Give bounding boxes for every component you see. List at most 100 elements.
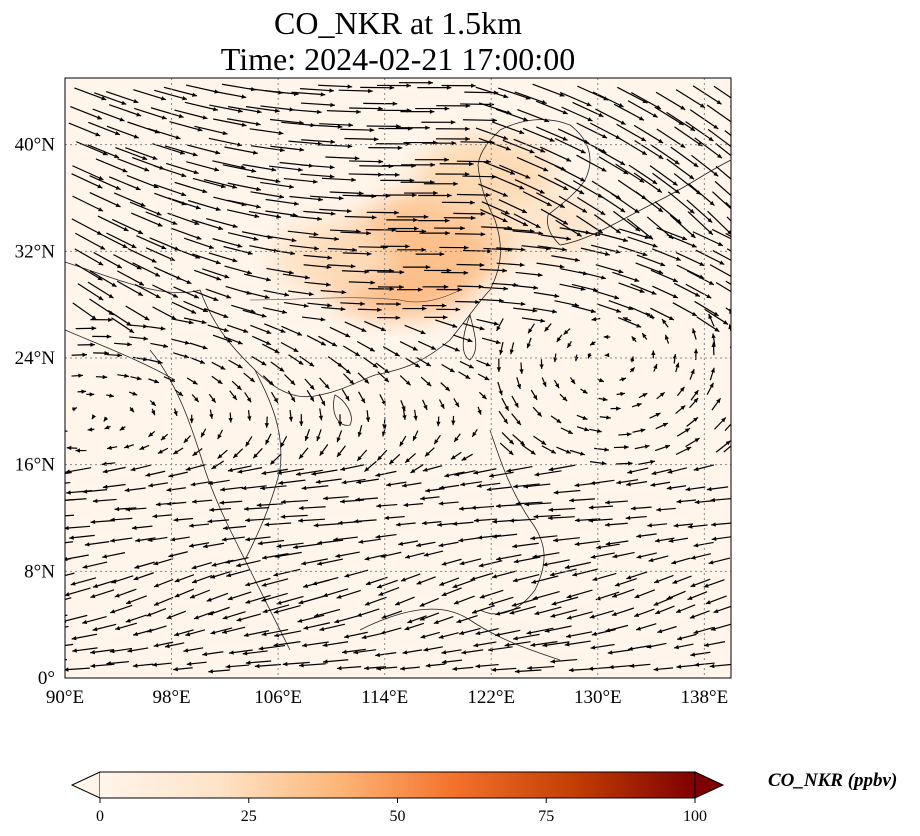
wind-vector-head <box>641 195 647 200</box>
wind-vector-head <box>639 178 645 183</box>
wind-vector-head <box>257 541 263 546</box>
wind-vector-head <box>196 235 202 240</box>
wind-vector <box>134 107 167 120</box>
wind-vector <box>65 643 74 647</box>
wind-vector-head <box>399 441 404 447</box>
wind-vector-head <box>169 377 175 382</box>
hainan-coastline <box>333 394 352 426</box>
wind-vector-head <box>414 363 420 368</box>
wind-vector-head <box>168 553 174 558</box>
wind-vector-head <box>258 646 264 651</box>
wind-vector <box>349 107 384 110</box>
wind-vector-head <box>480 211 486 217</box>
wind-vector-head <box>658 154 664 159</box>
wind-vector-head <box>183 648 189 653</box>
wind-vector-head <box>109 393 114 398</box>
wind-vector-head <box>92 498 98 504</box>
wind-vector-head <box>639 116 644 121</box>
wind-vector-head <box>743 450 748 455</box>
wind-vector-head <box>636 554 642 559</box>
wind-vector-head <box>320 317 326 322</box>
wind-vector-head <box>468 364 474 369</box>
wind-vector-head <box>566 633 571 639</box>
wind-vector-head <box>509 518 515 523</box>
wind-vector-head <box>81 389 87 394</box>
wind-vector <box>223 245 253 255</box>
wind-vector-head <box>215 260 221 265</box>
wind-vector <box>511 597 539 607</box>
wind-vector-head <box>126 599 132 605</box>
wind-vector-head <box>208 611 214 616</box>
wind-vector <box>130 212 163 227</box>
wind-vector-head <box>707 217 713 223</box>
wind-vector-head <box>166 614 172 619</box>
wind-vector-head <box>590 480 596 486</box>
wind-vector-head <box>656 188 662 193</box>
wind-vector-head <box>309 384 315 390</box>
wind-vector-head <box>550 449 556 454</box>
wind-vector-head <box>472 609 478 614</box>
wind-vector-head <box>690 652 696 657</box>
wind-vector <box>65 430 68 432</box>
wind-vector-head <box>153 643 159 648</box>
wind-vector <box>187 144 221 155</box>
wind-vector-head <box>655 609 661 615</box>
wind-vector <box>548 464 576 471</box>
wind-vector <box>87 144 120 159</box>
wind-vector <box>340 231 371 234</box>
wind-vector <box>521 245 551 250</box>
wind-vector-head <box>398 541 404 546</box>
wind-vector <box>134 283 161 299</box>
wind-vector-head <box>526 630 532 635</box>
wind-vector-head <box>429 109 435 114</box>
wind-vector <box>704 308 729 325</box>
wind-vector-head <box>214 167 220 172</box>
wind-vector-head <box>630 506 636 511</box>
wind-vector-head <box>485 362 491 367</box>
wind-vector-head <box>106 661 112 666</box>
wind-vector-head <box>221 537 227 542</box>
wind-vector-head <box>579 189 585 194</box>
wind-vector-head <box>154 379 160 384</box>
wind-vector-head <box>233 453 239 458</box>
wind-vector-head <box>717 241 723 246</box>
wind-vector-head <box>232 258 238 263</box>
wind-vector-head <box>597 193 603 198</box>
colorbar-label: CO_NKR (ppbv) <box>768 770 898 791</box>
wind-vector-head <box>694 662 700 667</box>
wind-vector-head <box>216 276 222 281</box>
wind-vector-head <box>676 499 682 504</box>
wind-vector <box>654 106 684 126</box>
wind-vector-head <box>672 181 678 186</box>
wind-vector-head <box>246 270 252 275</box>
wind-vector-head <box>672 277 678 282</box>
wind-vector <box>283 177 318 183</box>
wind-vector-head <box>464 171 470 177</box>
wind-vector-head <box>647 523 652 528</box>
wind-vector <box>670 146 699 168</box>
wind-vector <box>297 614 325 623</box>
wind-vector <box>707 210 731 235</box>
wind-vector-head <box>166 501 172 506</box>
wind-vector <box>89 270 117 288</box>
wind-vector-head <box>253 453 258 459</box>
wind-vector <box>266 267 294 274</box>
wind-vector-head <box>110 517 115 522</box>
wind-vector-head <box>455 307 461 312</box>
wind-vector <box>74 263 103 281</box>
wind-vector <box>532 83 565 97</box>
wind-vector-head <box>278 130 284 136</box>
wind-vector-head <box>451 140 457 146</box>
wind-vector-head <box>232 394 237 400</box>
wind-vector-head <box>719 260 725 265</box>
wind-vector-head <box>678 120 684 126</box>
wind-vector-head <box>733 440 738 445</box>
wind-vector-head <box>336 665 342 671</box>
wind-vector-head <box>419 602 425 607</box>
wind-vector-head <box>572 572 578 577</box>
wind-vector-head <box>443 284 449 290</box>
wind-vector <box>515 271 543 276</box>
wind-vector-head <box>65 556 68 562</box>
wind-vector-head <box>173 410 178 416</box>
wind-vector-head <box>651 470 657 476</box>
